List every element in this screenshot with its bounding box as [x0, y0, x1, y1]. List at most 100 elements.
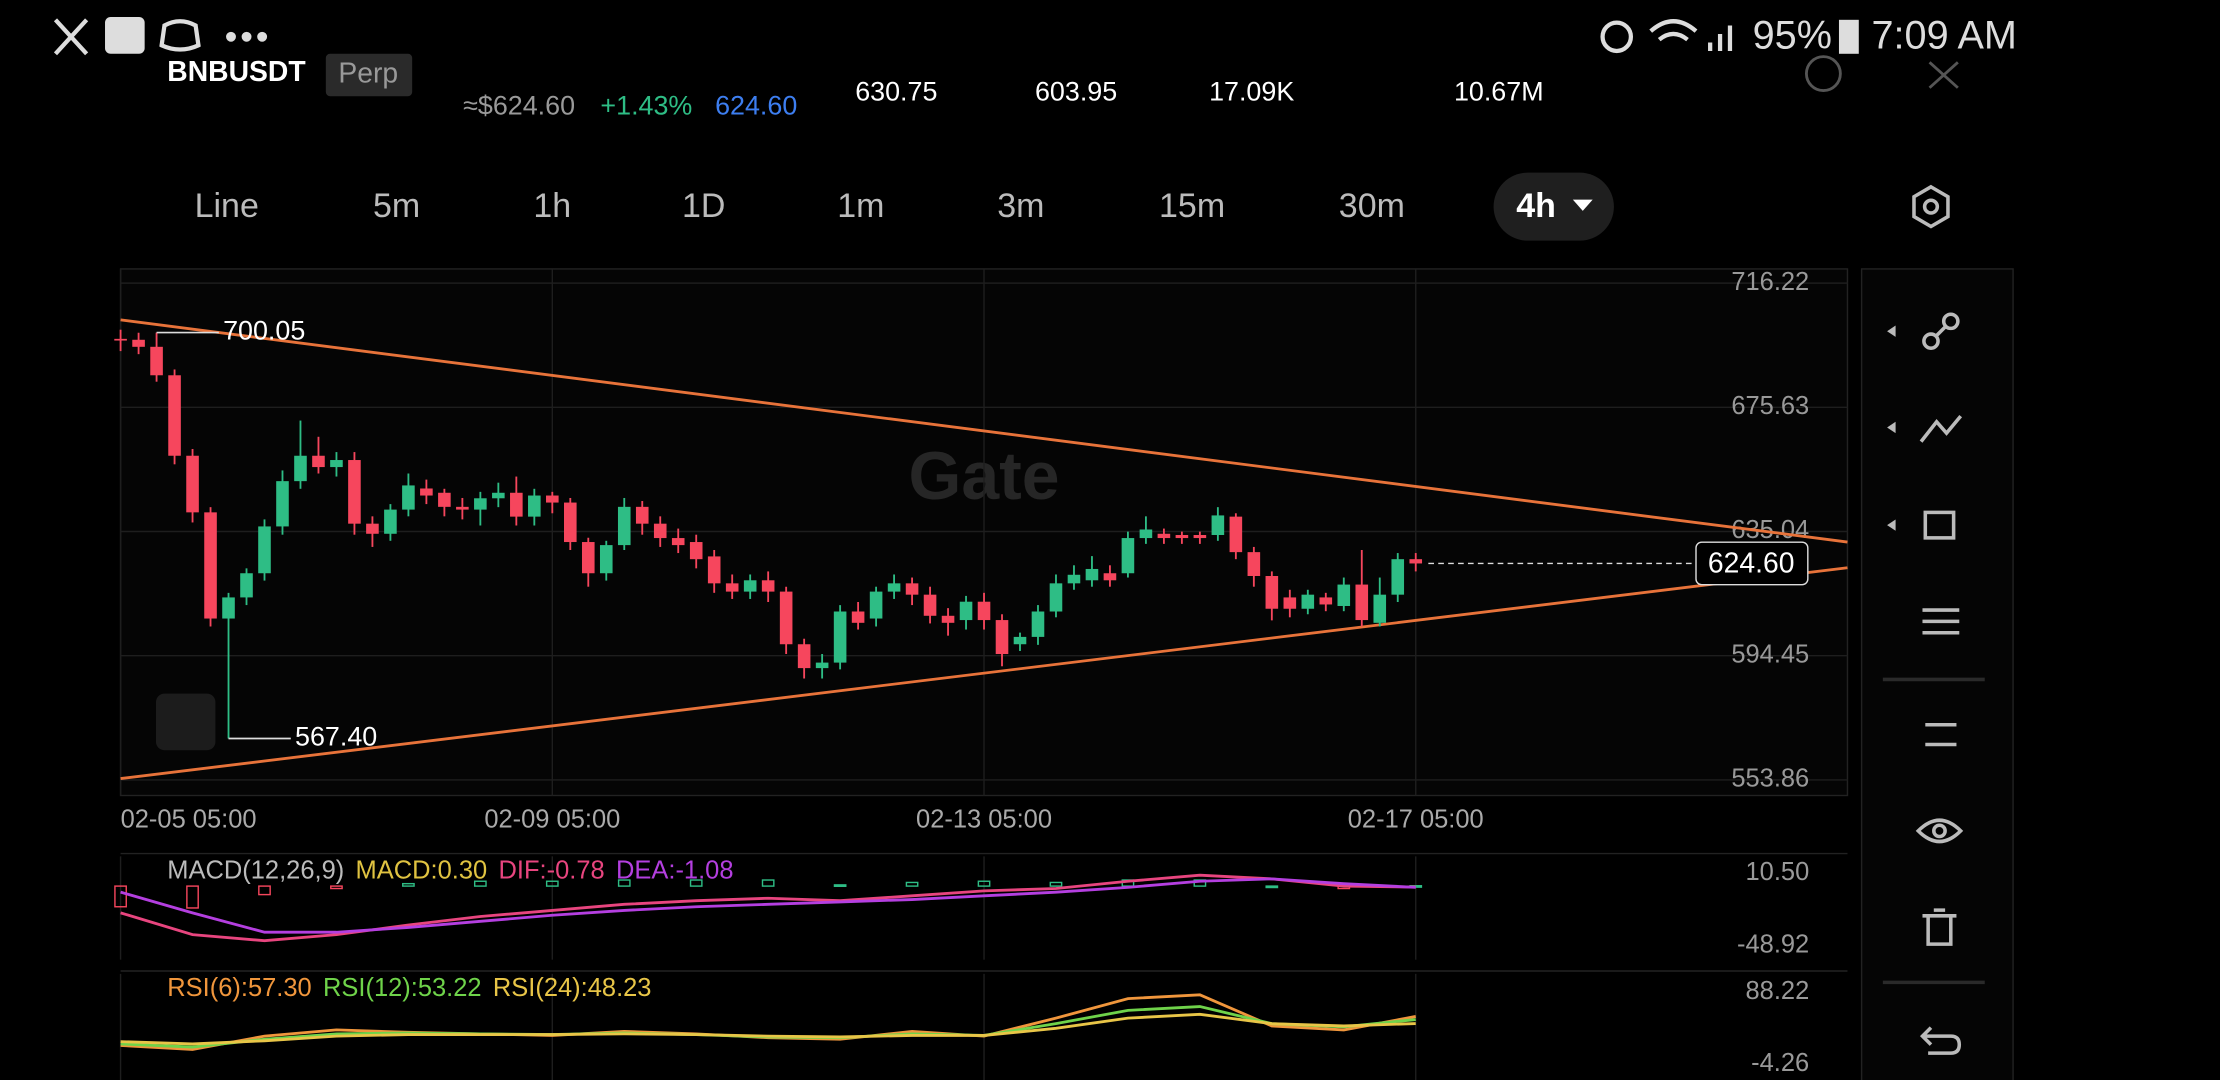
- wifi-icon: [1649, 19, 1698, 42]
- timeframe-tab[interactable]: 1D: [682, 187, 725, 225]
- timeframe-tab[interactable]: 15m: [1159, 187, 1225, 225]
- candle-body: [1247, 552, 1261, 577]
- symbol[interactable]: BNBUSDT: [167, 55, 305, 87]
- timeframe-tab[interactable]: 30m: [1339, 187, 1405, 225]
- contract-pill: [325, 53, 413, 97]
- macd-bar: [1265, 885, 1279, 889]
- candle-body: [869, 591, 883, 619]
- x-tick-label: 02-13 05:00: [916, 806, 1052, 834]
- candle-body: [240, 573, 253, 598]
- y-tick-label: 675.63: [1731, 392, 1809, 420]
- candle-body: [420, 488, 433, 496]
- candle-body: [671, 538, 685, 546]
- discord-icon: [159, 19, 201, 52]
- timeframe-tab[interactable]: Line: [195, 187, 259, 225]
- y-tick-label: 635.04: [1731, 516, 1809, 544]
- x-icon: [53, 18, 89, 56]
- candle-body: [258, 526, 271, 574]
- candle-body: [492, 492, 505, 499]
- timeframe-tab[interactable]: 1m: [837, 187, 884, 225]
- candle-body: [725, 583, 739, 592]
- x-tick-label: 02-09 05:00: [484, 806, 620, 834]
- legend-entry: DEA:-1.08: [616, 857, 734, 885]
- refresh-icon[interactable]: [1804, 55, 1842, 93]
- price-change: +1.43%: [600, 91, 692, 121]
- candle-body: [1049, 583, 1063, 612]
- visibility-pupil: [1932, 823, 1947, 839]
- timeframe-tab[interactable]: 1h: [533, 187, 571, 225]
- battery-icon: [1838, 19, 1859, 54]
- candle-body: [1337, 584, 1351, 606]
- candle-body: [438, 492, 451, 507]
- macd-bar: [1049, 881, 1063, 887]
- candle-body: [1157, 533, 1171, 539]
- y-tick-label: 594.45: [1731, 640, 1809, 668]
- candle-body: [995, 620, 1009, 655]
- expand-arrow: [1887, 325, 1896, 337]
- expand-arrow: [1887, 519, 1896, 531]
- candle-body: [1103, 573, 1117, 581]
- more-icon: [241, 31, 252, 42]
- trendline: [120, 318, 1848, 544]
- shape-tool[interactable]: [1923, 510, 1956, 540]
- candle-body: [330, 460, 343, 468]
- chart-mode-button[interactable]: [155, 693, 216, 751]
- macd-bar: [833, 884, 847, 888]
- candle-body: [1301, 594, 1315, 609]
- candle-body: [168, 375, 181, 456]
- visibility-tool[interactable]: [1915, 818, 1964, 844]
- macd-bar: [114, 885, 127, 908]
- candle-body: [581, 542, 595, 574]
- y-tick-label: 553.86: [1731, 765, 1809, 793]
- extreme-label: 567.40: [295, 722, 377, 752]
- candle-body: [114, 338, 127, 341]
- battery-level: 95%: [1753, 14, 1832, 58]
- undo-tool[interactable]: [1919, 1026, 1962, 1055]
- macd-bar: [689, 879, 703, 887]
- candle-body: [1193, 534, 1207, 539]
- candle-body: [546, 495, 559, 503]
- candle-body: [1283, 597, 1297, 609]
- macd-bar: [905, 881, 919, 887]
- wave-tool[interactable]: [1919, 415, 1963, 443]
- y-tick-label: -4.26: [1751, 1049, 1809, 1077]
- indicator-tool[interactable]: [1922, 608, 1960, 635]
- candle-body: [1139, 529, 1153, 539]
- timeframe-tab[interactable]: 4h: [1516, 187, 1556, 225]
- candle-body: [1031, 611, 1045, 637]
- settings-icon[interactable]: [1912, 184, 1950, 229]
- delete-tool[interactable]: [1922, 908, 1957, 946]
- timeframe-tab[interactable]: 3m: [997, 187, 1044, 225]
- y-tick-label: 716.22: [1731, 268, 1809, 296]
- macd-bar: [617, 879, 631, 887]
- price-box-label: 624.60: [1708, 546, 1795, 578]
- candle-body: [132, 339, 145, 347]
- close-icon[interactable]: [1928, 61, 1959, 89]
- alarm-icon: [1600, 20, 1634, 54]
- candle-body: [1013, 636, 1027, 645]
- candle-body: [1355, 584, 1369, 621]
- timeframe-tab[interactable]: 5m: [373, 187, 420, 225]
- dropdown-arrow: [1572, 199, 1593, 211]
- expand-arrow: [1887, 421, 1896, 434]
- line-tool[interactable]: [1922, 332, 1940, 350]
- candle-body: [743, 580, 757, 592]
- candle-body: [779, 591, 793, 645]
- layout-tool[interactable]: [1925, 722, 1957, 747]
- candle-body: [761, 580, 775, 592]
- candle-body: [635, 506, 649, 524]
- more-icon: [226, 31, 236, 42]
- candle-body: [276, 481, 289, 527]
- x-tick-label: 02-17 05:00: [1348, 806, 1484, 834]
- candle-body: [833, 611, 847, 663]
- usd-price: ≈$624.60: [463, 91, 575, 121]
- candle-body: [1391, 559, 1405, 595]
- candle-body: [1373, 594, 1387, 623]
- y-tick-label: 10.50: [1746, 858, 1810, 886]
- candle-body: [312, 455, 325, 468]
- more-icon: [257, 31, 268, 42]
- clock: 7:09 AM: [1872, 14, 2017, 58]
- y-tick-label: -48.92: [1737, 930, 1809, 958]
- macd-bar: [545, 880, 559, 887]
